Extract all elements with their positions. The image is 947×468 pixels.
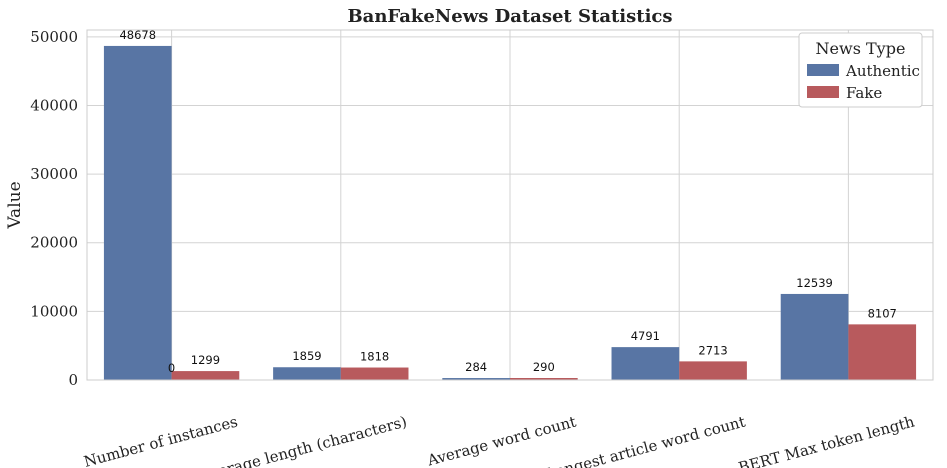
bar-fake [340,367,409,380]
bar-fake [679,361,747,380]
data-label: 1859 [292,349,321,363]
y-tick-label: 0 [68,371,78,389]
bar-authentic [103,45,172,380]
data-label: 48678 [119,28,156,42]
legend-swatch-fake [807,86,839,98]
y-tick-label: 50000 [30,28,78,46]
data-label: 8107 [868,306,897,320]
bar-authentic [273,367,341,380]
x-tick-label: Number of instances [82,412,240,468]
y-tick-label: 30000 [30,165,78,183]
plot-frame [86,29,934,381]
y-tick-label: 10000 [30,302,78,320]
bar-fake [171,371,240,380]
data-label: 2713 [698,343,727,357]
y-tick-label: 40000 [30,96,78,114]
data-label: 12539 [796,276,833,290]
y-tick-label: 20000 [30,234,78,252]
legend-label-authentic: Authentic [845,62,920,80]
data-label: 290 [533,360,555,374]
legend-label-fake: Fake [846,84,882,102]
legend-title: News Type [816,39,906,58]
annotation-label: 0 [168,361,175,375]
bar-fake [510,378,578,380]
bars [103,45,917,380]
chart-title: BanFakeNews Dataset Statistics [347,6,672,27]
x-tick-label: Average word count [424,412,578,468]
data-label: 4791 [631,329,660,343]
bar-authentic [780,293,849,380]
data-label: 1299 [191,353,220,367]
bar-fake [848,324,917,380]
legend: News Type Authentic Fake [798,32,923,108]
data-label: 1818 [360,350,389,364]
bar-authentic [442,378,510,380]
data-labels: 48678 1859 284 4791 12539 1299 1818 290 2713 8107… [119,28,896,375]
y-axis-label: Value [5,181,25,229]
x-tick-label: BERT Max token length [737,412,917,468]
data-label: 284 [465,360,487,374]
bar-authentic [611,347,680,380]
legend-swatch-authentic [807,64,839,76]
